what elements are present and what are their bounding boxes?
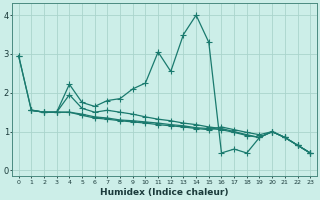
X-axis label: Humidex (Indice chaleur): Humidex (Indice chaleur) [100,188,229,197]
